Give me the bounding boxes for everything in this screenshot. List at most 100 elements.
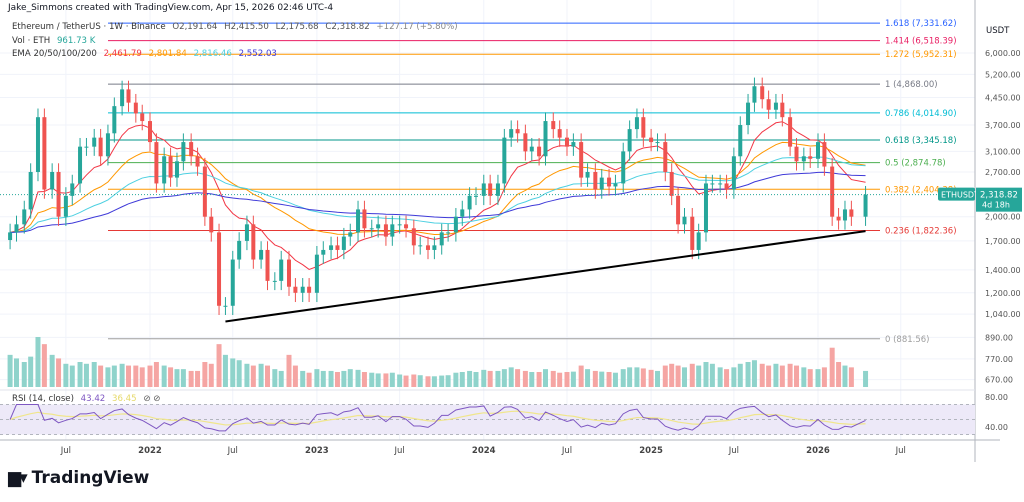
volume-bar — [564, 372, 570, 387]
tradingview-logo[interactable]: ▆▾ TradingView — [8, 468, 150, 488]
volume-bar — [244, 363, 250, 387]
attribution: Jake_Simmons created with TradingView.co… — [8, 3, 334, 13]
candle — [690, 216, 695, 250]
candle — [265, 249, 270, 281]
price-tick: 670.00 — [985, 376, 1013, 385]
price-tick: 5,200.00 — [985, 70, 1021, 79]
candle — [195, 156, 200, 167]
low-value: L2,175.68 — [275, 22, 319, 32]
volume-bar — [529, 372, 535, 387]
volume-bar — [439, 375, 445, 387]
candle — [731, 156, 736, 190]
volume-bar — [56, 358, 62, 387]
volume-bar — [202, 362, 208, 387]
candle — [154, 142, 159, 184]
candle — [696, 232, 701, 250]
time-tick: Jul — [728, 446, 739, 456]
volume-bar — [481, 369, 487, 387]
candle — [244, 224, 249, 241]
vol-label[interactable]: Vol · ETH — [12, 36, 51, 46]
candle — [335, 245, 340, 250]
candle — [70, 183, 75, 196]
candle — [808, 156, 813, 159]
volume-bar — [731, 367, 737, 387]
ema50-value: 2,801.84 — [148, 49, 187, 59]
hide-icon[interactable]: ⊘ ⊘ — [143, 394, 161, 404]
candle — [8, 232, 13, 241]
candle — [816, 142, 820, 159]
candle — [84, 146, 89, 148]
volume-bar — [77, 362, 83, 387]
fib-level-label: 1.414 (6,518.39) — [885, 37, 957, 47]
volume-bar — [153, 362, 159, 387]
volume-bar — [21, 362, 27, 387]
candle — [473, 195, 478, 197]
candle — [801, 156, 806, 162]
candle — [230, 259, 235, 306]
ema200-value: 2,552.03 — [238, 49, 277, 59]
ema100-value: 2,816.46 — [193, 49, 232, 59]
candle — [390, 224, 395, 237]
candle — [641, 117, 646, 138]
volume-bar — [627, 367, 633, 387]
volume-bar — [863, 370, 869, 387]
rsi-tick: 80.00 — [985, 393, 1008, 402]
candle — [133, 102, 138, 114]
candle — [293, 286, 298, 293]
volume-bar — [696, 365, 702, 387]
volume-bar — [258, 363, 264, 387]
vol-value: 961.73 K — [56, 36, 96, 46]
candle — [181, 142, 186, 162]
time-tick: Jul — [394, 446, 405, 456]
volume-bar — [13, 358, 19, 387]
candle — [28, 171, 33, 210]
price-tick: 890.00 — [985, 333, 1013, 342]
candle — [634, 117, 639, 130]
time-tick: 2022 — [138, 446, 162, 456]
volume-bar — [599, 371, 605, 387]
candle — [314, 254, 319, 293]
candle — [272, 280, 277, 282]
price-tick: 3,100.00 — [985, 147, 1021, 156]
volume-bar — [417, 375, 423, 387]
symbol-title[interactable]: Ethereum / TetherUS · 1W · Binance — [12, 22, 166, 32]
volume-bar — [133, 365, 139, 387]
candle — [842, 209, 847, 221]
volume-bar — [236, 360, 242, 387]
volume-bar — [126, 365, 132, 387]
volume-bar — [320, 370, 326, 387]
volume-bar — [669, 363, 675, 387]
volume-bar — [821, 367, 827, 387]
price-tick: 1,400.00 — [985, 266, 1021, 275]
candle — [529, 146, 534, 152]
volume-bar — [689, 363, 695, 387]
candle — [300, 286, 305, 293]
fib-level-label: 0 (881.56) — [885, 335, 929, 345]
volume-bar — [703, 362, 709, 387]
candle — [341, 236, 346, 250]
volume-bar — [361, 372, 367, 387]
ema-label[interactable]: EMA 20/50/100/200 — [12, 49, 97, 59]
volume-bar — [230, 358, 236, 387]
candle — [411, 228, 416, 246]
candle — [286, 259, 291, 287]
candle — [50, 171, 55, 190]
candle — [746, 102, 751, 126]
volume-bar — [403, 375, 409, 387]
volume-bar — [487, 370, 493, 387]
candle — [822, 142, 827, 167]
candle — [564, 137, 569, 147]
volume-bar — [341, 370, 347, 387]
volume-bar — [807, 369, 813, 387]
price-tick: 1,700.00 — [985, 237, 1021, 246]
volume-bar — [779, 365, 785, 387]
candle — [251, 224, 256, 260]
candle — [397, 224, 402, 226]
volume-bar — [431, 376, 437, 387]
candle — [376, 224, 381, 229]
rsi-label[interactable]: RSI (14, close) — [12, 394, 74, 404]
volume-bar — [265, 365, 271, 387]
volume-bar — [648, 369, 654, 387]
volume-bar — [675, 365, 681, 387]
